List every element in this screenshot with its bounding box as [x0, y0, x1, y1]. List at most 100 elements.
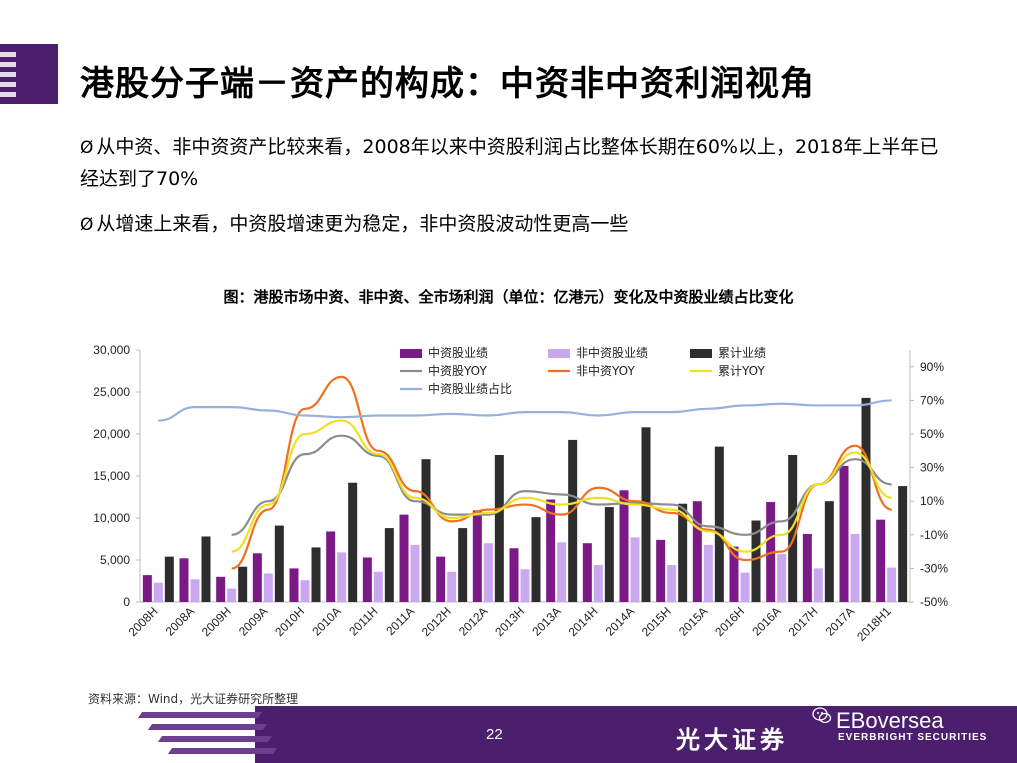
- bar-非中资股业绩: [850, 533, 860, 602]
- bar-累计业绩: [861, 397, 871, 602]
- y-tick-label-left: 20,000: [93, 427, 130, 441]
- bar-累计业绩: [458, 528, 468, 602]
- line-非中资YOY: [231, 375, 892, 570]
- bar-累计业绩: [421, 459, 431, 602]
- bar-中资股业绩: [289, 568, 299, 602]
- chart-caption: 图：港股市场中资、非中资、全市场利润（单位：亿港元）变化及中资股业绩占比变化: [223, 288, 794, 306]
- bar-累计业绩: [201, 536, 211, 602]
- y-tick-label-left: 5,000: [100, 553, 130, 567]
- wechat-icon: [812, 707, 832, 724]
- bar-累计业绩: [604, 507, 614, 602]
- bar-中资股业绩: [876, 519, 886, 602]
- y-tick-label-right: 90%: [920, 360, 944, 374]
- y-tick-label-left: 25,000: [93, 385, 130, 399]
- x-tick-label: 2012H: [419, 604, 454, 639]
- x-tick-label: 2009H: [199, 604, 234, 639]
- bar-非中资股业绩: [153, 582, 163, 602]
- bar-中资股业绩: [362, 557, 372, 602]
- bar-非中资股业绩: [337, 552, 347, 602]
- bar-累计业绩: [494, 455, 504, 602]
- bar-累计业绩: [714, 446, 724, 602]
- legend-label: 非中资股业绩: [576, 345, 648, 360]
- bar-中资股业绩: [692, 501, 702, 602]
- bar-累计业绩: [384, 528, 394, 602]
- x-tick-label: 2017A: [823, 604, 857, 638]
- bar-中资股业绩: [472, 510, 482, 602]
- y-tick-label-right: -30%: [920, 561, 948, 575]
- bar-累计业绩: [568, 439, 578, 602]
- x-tick-label: 2011H: [346, 604, 380, 638]
- legend-label: 累计YOY: [718, 364, 765, 378]
- legend-swatch: [400, 349, 422, 358]
- bar-中资股业绩: [179, 558, 189, 602]
- bar-中资股业绩: [582, 543, 592, 602]
- bar-中资股业绩: [619, 490, 629, 602]
- bar-累计业绩: [531, 517, 541, 602]
- brand-logo-en: EVERBRIGHT SECURITIES: [838, 732, 988, 743]
- bar-累计业绩: [678, 503, 688, 602]
- x-tick-label: 2015H: [639, 604, 674, 639]
- bar-非中资股业绩: [557, 542, 567, 602]
- logo-block: [0, 44, 58, 104]
- bar-非中资股业绩: [410, 544, 420, 602]
- bar-中资股业绩: [729, 546, 739, 602]
- arrow-bullet-icon: Ø: [80, 138, 94, 158]
- bar-非中资股业绩: [667, 565, 677, 602]
- bar-非中资股业绩: [630, 537, 640, 602]
- bar-非中资股业绩: [483, 543, 493, 602]
- bar-中资股业绩: [546, 499, 556, 602]
- legend-label: 累计业绩: [718, 346, 766, 360]
- legend-swatch: [548, 349, 570, 358]
- bar-累计业绩: [238, 566, 248, 602]
- bar-中资股业绩: [399, 514, 409, 602]
- line-累计YOY: [231, 419, 892, 553]
- x-tick-label: 2016H: [712, 604, 747, 639]
- bar-累计业绩: [751, 520, 761, 602]
- y-tick-label-right: 10%: [920, 494, 944, 508]
- x-tick-label: 2017H: [786, 604, 821, 639]
- bar-非中资股业绩: [887, 567, 897, 602]
- y-tick-label-right: 30%: [920, 461, 944, 475]
- y-tick-label-left: 0: [123, 595, 130, 609]
- footer-stripe: [157, 736, 273, 742]
- bar-中资股业绩: [509, 548, 519, 602]
- y-tick-label-right: 70%: [920, 393, 944, 407]
- x-tick-label: 2010H: [272, 604, 307, 639]
- bar-非中资股业绩: [703, 544, 713, 602]
- bar-中资股业绩: [142, 575, 152, 602]
- bar-非中资股业绩: [227, 588, 237, 602]
- bar-累计业绩: [274, 525, 284, 602]
- footer-stripe: [137, 712, 263, 718]
- bullet-1-text: 从中资、非中资资产比较来看，2008年以来中资股利润占比整体长期在60%以上，2…: [80, 136, 939, 190]
- source-note: 资料来源：Wind，光大证券研究所整理: [88, 692, 299, 706]
- arrow-bullet-icon: Ø: [80, 215, 94, 235]
- legend-label: 中资股业绩占比: [428, 381, 512, 396]
- line-中资股YOY: [231, 434, 892, 536]
- x-tick-label: 2012A: [456, 604, 490, 638]
- bar-非中资股业绩: [520, 569, 530, 602]
- x-tick-label: 2008A: [163, 604, 197, 638]
- bar-非中资股业绩: [447, 571, 457, 602]
- legend-label: 中资股YOY: [428, 363, 487, 378]
- brand-logo-cn: 光大证券: [676, 725, 788, 754]
- bar-中资股业绩: [436, 556, 446, 602]
- watermark-text: EBoversea: [836, 708, 944, 733]
- y-tick-label-right: -10%: [920, 528, 948, 542]
- x-tick-label: 2011A: [383, 604, 417, 638]
- page-number: 22: [486, 726, 503, 743]
- bar-中资股业绩: [252, 553, 262, 602]
- bar-非中资股业绩: [593, 565, 603, 602]
- bar-非中资股业绩: [263, 573, 273, 602]
- footer-stripe: [147, 724, 268, 730]
- x-tick-label: 2014A: [603, 604, 637, 638]
- bar-累计业绩: [824, 501, 834, 602]
- bar-非中资股业绩: [373, 571, 383, 602]
- y-tick-label-left: 15,000: [93, 469, 130, 483]
- y-tick-label-left: 30,000: [93, 343, 130, 357]
- bar-累计业绩: [311, 547, 321, 602]
- legend-label: 中资股业绩: [428, 345, 488, 360]
- bullet-2: Ø 从增速上来看，中资股增速更为稳定，非中资股波动性更高一些: [80, 209, 940, 241]
- x-tick-label: 2018H1: [854, 604, 894, 644]
- bar-非中资股业绩: [740, 572, 750, 602]
- legend-label: 非中资YOY: [576, 363, 635, 378]
